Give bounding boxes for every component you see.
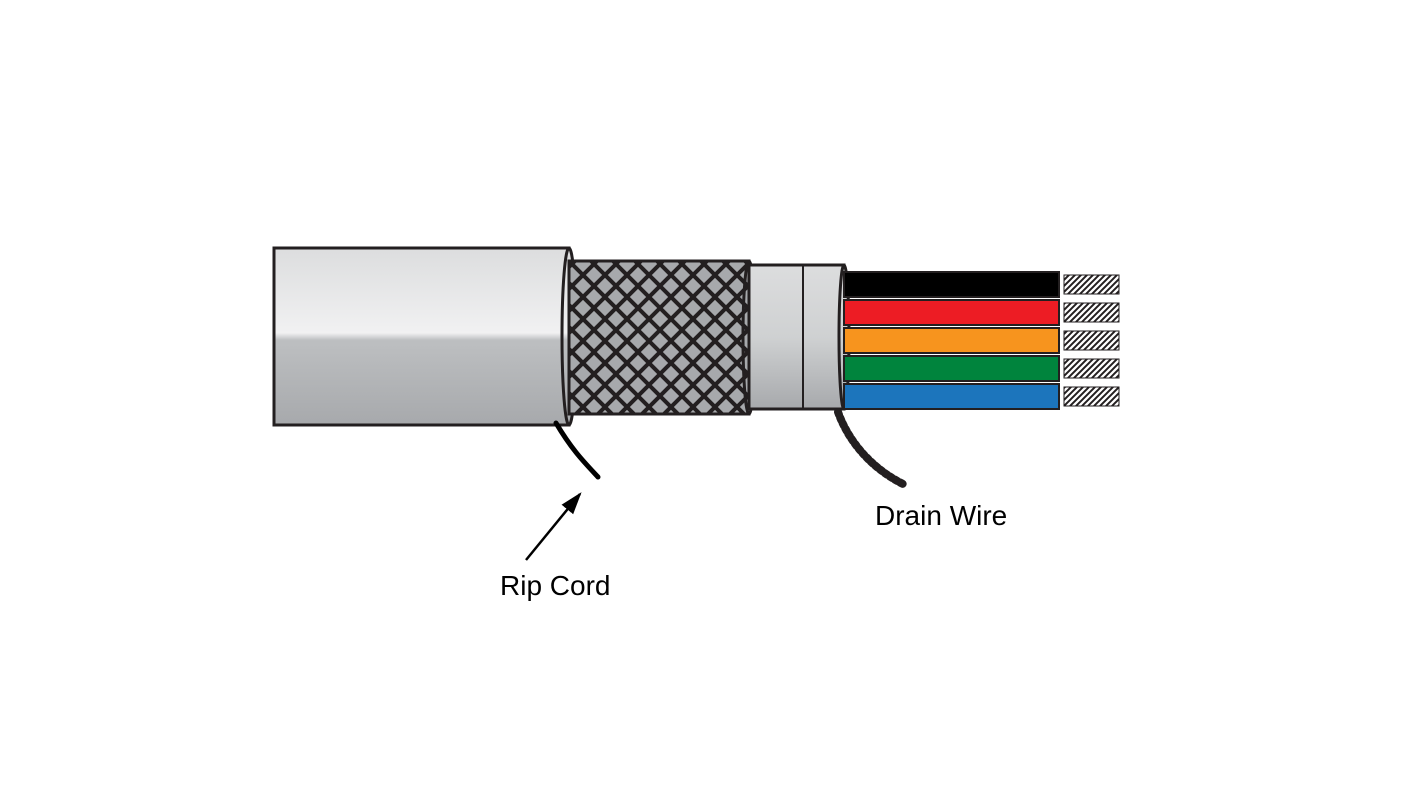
rip-cord-label: Rip Cord bbox=[500, 570, 610, 602]
conductors bbox=[844, 272, 1119, 409]
foil-shield bbox=[749, 265, 849, 409]
drain-wire bbox=[838, 412, 905, 485]
diagram-svg bbox=[0, 0, 1420, 798]
rip-cord-arrow bbox=[526, 494, 580, 560]
cable-diagram: Rip Cord Drain Wire bbox=[0, 0, 1420, 798]
outer-jacket bbox=[274, 248, 576, 425]
rip-cord bbox=[556, 423, 598, 477]
drain-wire-label: Drain Wire bbox=[875, 500, 1007, 532]
braid-shield bbox=[569, 261, 755, 414]
